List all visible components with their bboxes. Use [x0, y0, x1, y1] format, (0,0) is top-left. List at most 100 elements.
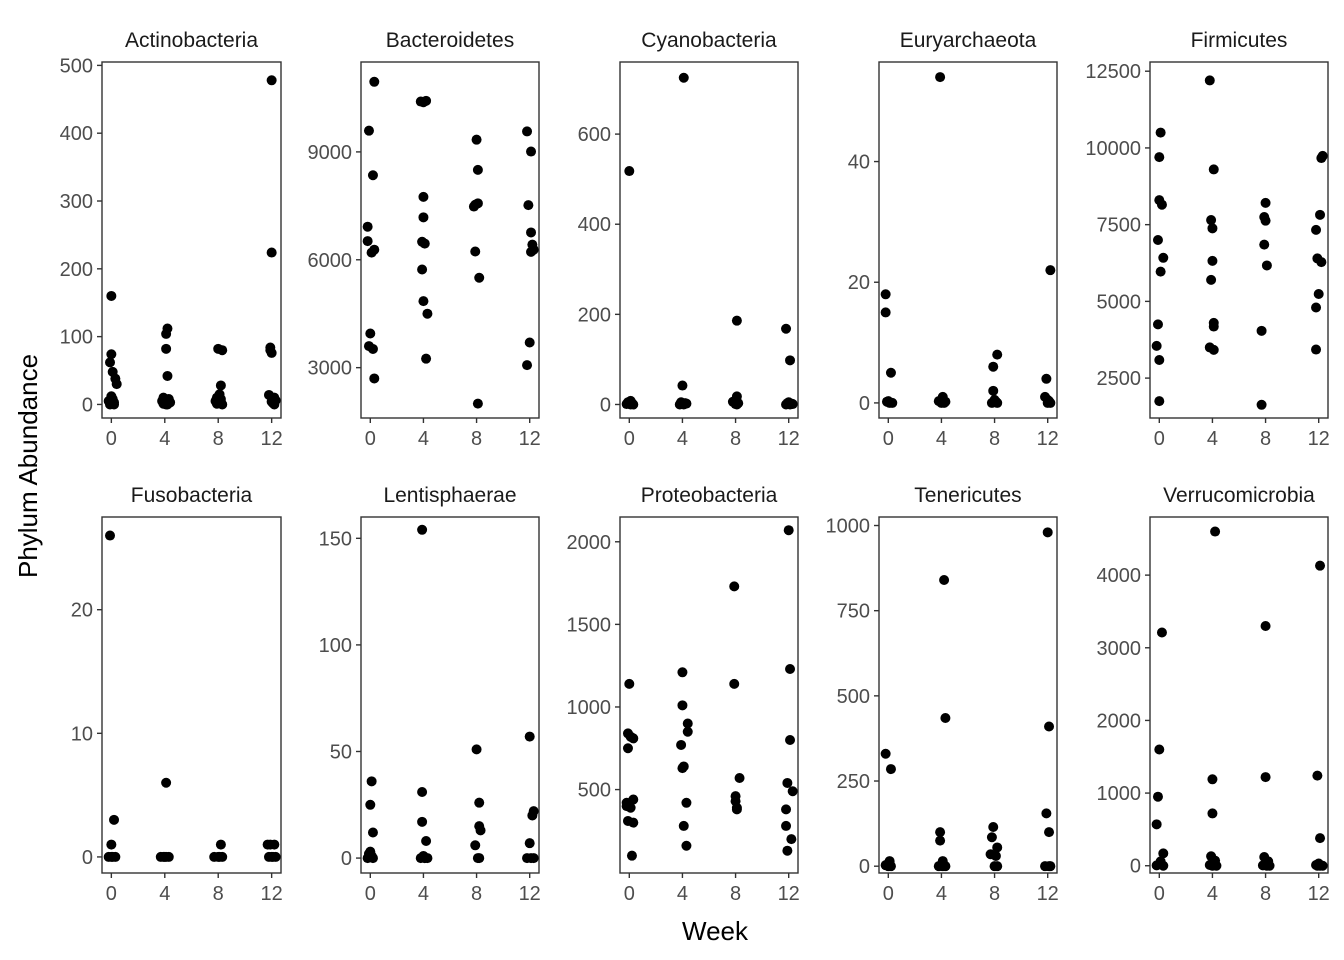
panel-frame [360, 516, 540, 874]
y-tick-label: 0 [1130, 856, 1141, 878]
data-point [682, 726, 693, 737]
data-point [470, 840, 481, 851]
panel-frame [101, 61, 282, 419]
y-tick-label: 0 [859, 856, 870, 878]
y-axis-title: Phylum Abundance [13, 354, 43, 578]
x-tick-label: 4 [936, 428, 947, 450]
x-tick-label: 8 [471, 428, 482, 450]
data-point [1256, 325, 1267, 336]
data-point [1156, 199, 1167, 210]
data-point [1152, 235, 1163, 245]
x-tick-label: 12 [519, 428, 541, 450]
data-point [677, 380, 688, 391]
panel-title-lentisphaerae: Lentisphaerae [383, 484, 516, 507]
data-point [1154, 152, 1165, 163]
data-point [524, 337, 535, 348]
data-point [887, 397, 898, 408]
data-point [215, 380, 226, 391]
data-point [1206, 215, 1217, 226]
data-point [936, 397, 947, 408]
y-tick-label: 500 [837, 686, 870, 708]
x-tick-label: 12 [1308, 883, 1330, 905]
y-tick-label: 2000 [567, 532, 612, 554]
data-point [624, 166, 635, 177]
data-point [1206, 274, 1217, 285]
y-tick-label: 3000 [308, 358, 353, 380]
data-point [1316, 257, 1327, 268]
data-point [781, 820, 792, 831]
data-point [1260, 215, 1271, 226]
data-point [366, 247, 377, 258]
x-tick-label: 8 [730, 428, 741, 450]
y-tick-label: 4000 [1097, 565, 1142, 587]
panel-frame [1149, 61, 1329, 419]
x-tick-label: 0 [365, 428, 376, 450]
data-point [526, 227, 537, 238]
data-point [940, 712, 951, 723]
x-tick-label: 4 [1207, 428, 1218, 450]
data-point [1256, 399, 1267, 410]
data-point [418, 212, 429, 223]
data-point [217, 399, 228, 410]
data-point [677, 763, 688, 774]
x-tick-label: 8 [471, 883, 482, 905]
data-point [524, 838, 535, 849]
panel-cyanobacteria: Cyanobacteria 0 200 400 600 0 4 8 12 [578, 29, 800, 450]
data-point [422, 308, 433, 319]
data-point [992, 842, 1003, 853]
y-tick-label: 20 [848, 272, 870, 294]
x-tick-label: 12 [1037, 883, 1059, 905]
x-tick-label: 12 [778, 428, 800, 450]
data-point [1311, 224, 1322, 235]
data-point [1151, 340, 1162, 351]
y-tick-label: 100 [319, 635, 352, 657]
data-point [526, 146, 537, 157]
x-axis-title: Week [682, 916, 749, 946]
x-tick-label: 0 [106, 883, 117, 905]
data-point [785, 735, 796, 746]
data-point [522, 360, 533, 371]
y-tick-label: 150 [319, 528, 352, 550]
y-tick-label: 250 [837, 771, 870, 793]
data-point [161, 343, 172, 354]
panel-frame [878, 61, 1058, 419]
data-point [106, 839, 117, 850]
data-point [880, 748, 891, 759]
data-point [109, 814, 120, 825]
data-point [624, 678, 635, 689]
data-point [362, 221, 373, 232]
data-point [1156, 627, 1167, 638]
data-point [472, 198, 483, 209]
x-tick-label: 4 [677, 883, 688, 905]
data-point [419, 238, 430, 249]
data-point [1207, 860, 1218, 871]
data-point [1155, 266, 1166, 277]
data-point [1208, 321, 1219, 332]
x-tick-label: 8 [989, 883, 1000, 905]
data-point [988, 361, 999, 372]
data-point [785, 355, 796, 366]
data-point [734, 773, 745, 784]
data-point [369, 373, 380, 384]
x-tick-label: 12 [1037, 428, 1059, 450]
data-point [729, 581, 740, 592]
x-tick-label: 12 [261, 883, 283, 905]
data-point [731, 399, 742, 410]
data-point [628, 817, 639, 828]
x-tick-label: 0 [365, 883, 376, 905]
data-point [986, 832, 997, 843]
panel-title-tenericutes: Tenericutes [914, 484, 1021, 507]
x-tick-label: 12 [519, 883, 541, 905]
data-point [731, 804, 742, 815]
x-tick-label: 4 [936, 883, 947, 905]
data-point [1315, 833, 1326, 844]
y-tick-label: 10 [71, 723, 93, 745]
data-point [1261, 260, 1272, 271]
panel-title-fusobacteria: Fusobacteria [131, 484, 253, 507]
data-point [677, 667, 688, 678]
data-point [677, 700, 688, 711]
data-point [988, 385, 999, 396]
data-point [1315, 209, 1326, 220]
data-point [214, 851, 225, 862]
